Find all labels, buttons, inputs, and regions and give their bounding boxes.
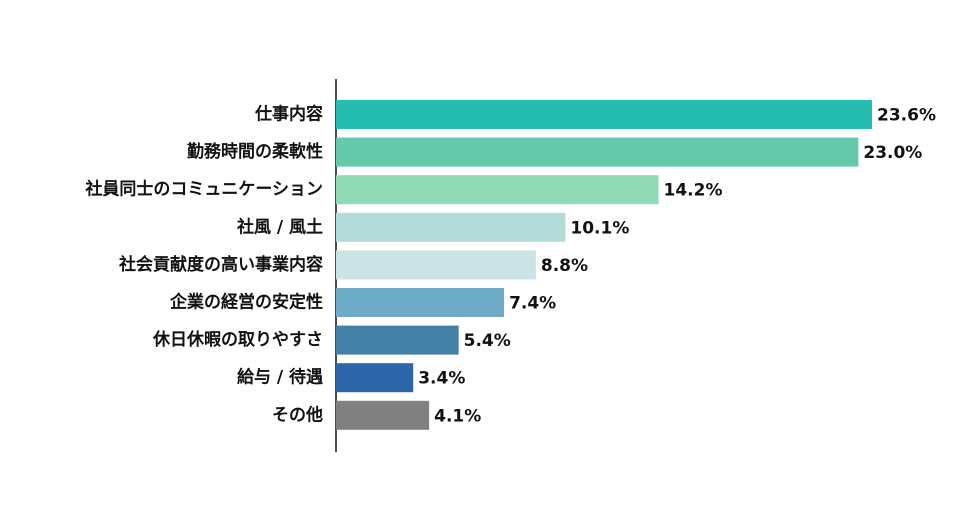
bar xyxy=(336,100,872,129)
value-label: 5.4% xyxy=(464,331,511,351)
bar xyxy=(336,363,414,393)
bar xyxy=(336,400,430,430)
bar xyxy=(336,137,859,167)
category-label: 給与 / 待遇 xyxy=(237,367,323,388)
value-label: 4.1% xyxy=(434,406,481,426)
category-label: 社員同士のコミュニケーション xyxy=(84,179,323,200)
category-label: その他 xyxy=(272,404,323,425)
category-label: 社風 / 風土 xyxy=(236,216,323,237)
bar xyxy=(336,175,659,205)
bar xyxy=(336,212,566,242)
category-label: 仕事内容 xyxy=(254,104,323,125)
value-label: 23.0% xyxy=(863,143,922,163)
bar xyxy=(336,325,459,355)
category-label: 休日休暇の取りやすさ xyxy=(152,329,323,350)
value-label: 14.2% xyxy=(664,181,723,201)
value-label: 10.1% xyxy=(570,218,629,238)
value-label: 23.6% xyxy=(877,106,936,126)
value-label: 8.8% xyxy=(541,256,588,276)
category-label: 企業の経営の安定性 xyxy=(169,292,323,313)
category-label: 社会貢献度の高い事業内容 xyxy=(118,254,323,275)
value-label: 3.4% xyxy=(418,369,465,389)
value-label: 7.4% xyxy=(509,294,556,314)
bar xyxy=(336,288,505,317)
category-label: 勤務時間の柔軟性 xyxy=(187,141,323,162)
bar xyxy=(336,250,536,280)
